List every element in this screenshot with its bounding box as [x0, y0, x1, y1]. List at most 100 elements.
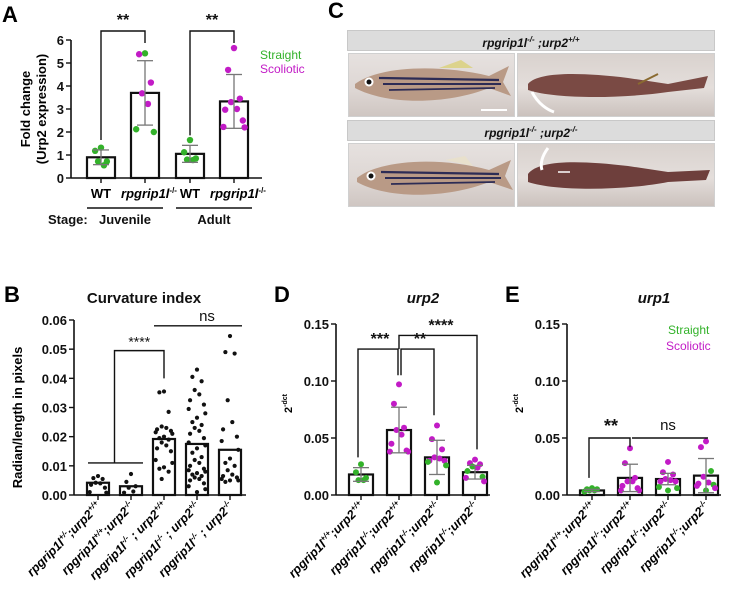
- significance-label: ****: [429, 317, 455, 334]
- data-point: [431, 454, 438, 461]
- data-point: [187, 478, 193, 483]
- fish-lateral-icon: [357, 156, 513, 195]
- y-tick-label: 0.00: [42, 488, 67, 503]
- data-point: [194, 471, 200, 476]
- data-point: [239, 117, 247, 124]
- data-point: [472, 456, 478, 463]
- fish-dorsal-icon: [528, 73, 708, 114]
- data-point: [199, 379, 204, 384]
- y-axis-label-base: 2: [283, 407, 295, 413]
- data-point: [154, 446, 160, 451]
- y-axis-label: Fold change: [18, 71, 33, 148]
- data-point: [223, 479, 228, 484]
- data-point: [186, 136, 194, 144]
- data-point: [627, 445, 633, 452]
- data-point: [232, 351, 237, 356]
- chart-title: urp1: [638, 290, 671, 307]
- data-point: [667, 477, 674, 484]
- data-point: [396, 381, 402, 388]
- data-point: [674, 485, 681, 492]
- data-point: [393, 427, 400, 434]
- chart-d: 0.000.050.100.15urp22-dctrpgrip1l+/+;urp…: [282, 290, 490, 581]
- legend-scoliotic-a: Scoliotic: [260, 62, 305, 76]
- y-tick-label: 0.05: [304, 431, 329, 446]
- data-point: [434, 422, 440, 429]
- y-tick-label: 0.02: [42, 430, 67, 445]
- data-point: [100, 476, 105, 482]
- genotype-gene2-2: ;urp2: [536, 126, 570, 140]
- fish-photo-lateral-2: [348, 143, 515, 207]
- data-point: [241, 124, 248, 131]
- y-tick-label: 0.00: [535, 488, 560, 503]
- data-point: [186, 468, 191, 473]
- x-tick-label-sup2: -/-: [121, 498, 133, 510]
- y-tick-label: 1: [57, 148, 64, 163]
- genotype-gene-1: rpgrip1l: [482, 36, 528, 50]
- significance-bracket: [100, 30, 146, 140]
- legend-straight-e: Straight: [668, 323, 710, 337]
- data-point: [227, 333, 233, 339]
- data-point: [624, 478, 631, 485]
- genotype-gene2-sup-2: -/-: [570, 125, 578, 134]
- data-point: [199, 473, 204, 479]
- data-point: [703, 438, 709, 445]
- y-axis-label-base: 2: [514, 407, 526, 413]
- data-point: [617, 487, 624, 494]
- data-point: [93, 480, 98, 485]
- chart-title: Curvature index: [87, 290, 202, 307]
- data-point: [187, 463, 193, 468]
- data-point: [441, 457, 448, 464]
- x-tick-label-base: rpgrip1l: [121, 186, 170, 201]
- data-point: [192, 457, 197, 463]
- data-point: [161, 434, 167, 439]
- genotype-header-1: rpgrip1l-/- ;urp2+/+: [347, 30, 715, 51]
- data-point: [192, 475, 197, 480]
- y-tick-label: 0.01: [42, 459, 67, 474]
- data-point: [98, 481, 103, 486]
- data-point: [153, 430, 158, 435]
- data-point: [159, 424, 164, 429]
- significance-bracket: [189, 30, 235, 136]
- data-point: [192, 387, 197, 393]
- x-tick-label-base: WT: [180, 186, 200, 201]
- y-tick-label: 0.15: [535, 317, 560, 332]
- data-point: [230, 419, 235, 425]
- data-point: [352, 469, 359, 476]
- data-point: [168, 449, 174, 454]
- y-tick-label: 0.03: [42, 401, 67, 416]
- x-tick-label-gene1: rpgrip1l: [366, 533, 409, 576]
- chart-b: 0.00 0.01 0.02 0.03 0.04 0.05 0.06 Curvature in…: [10, 290, 246, 583]
- data-point: [672, 478, 679, 485]
- x-tick-label-gene1: rpgrip1l: [327, 534, 370, 577]
- genotype-gene2-sup-1: +/+: [568, 35, 580, 44]
- data-point: [203, 443, 208, 448]
- panel-label-a: A: [2, 2, 18, 27]
- data-point: [621, 460, 628, 467]
- data-point: [700, 473, 707, 480]
- data-point: [144, 100, 152, 108]
- data-point: [619, 482, 626, 489]
- data-point: [166, 437, 171, 442]
- data-point: [708, 468, 715, 475]
- legend-straight-a: Straight: [260, 48, 302, 62]
- data-point: [219, 476, 224, 482]
- significance-label: ns: [199, 308, 215, 325]
- data-point: [201, 481, 207, 486]
- data-point: [187, 431, 193, 436]
- data-point: [221, 106, 229, 113]
- data-point: [655, 484, 662, 491]
- panel-label-b: B: [4, 282, 20, 307]
- data-point: [128, 471, 134, 477]
- data-point: [190, 374, 195, 379]
- x-tick-label-gene1: rpgrip1l: [597, 533, 640, 576]
- x-tick-label: rpgrip1l-/-;urp2-/-: [636, 498, 713, 575]
- data-point: [91, 147, 99, 155]
- data-point: [150, 128, 158, 136]
- data-point: [390, 400, 397, 407]
- data-point: [233, 105, 241, 113]
- genotype-gene2-1: ;urp2: [534, 36, 568, 50]
- data-point: [230, 472, 235, 477]
- data-point: [194, 446, 200, 451]
